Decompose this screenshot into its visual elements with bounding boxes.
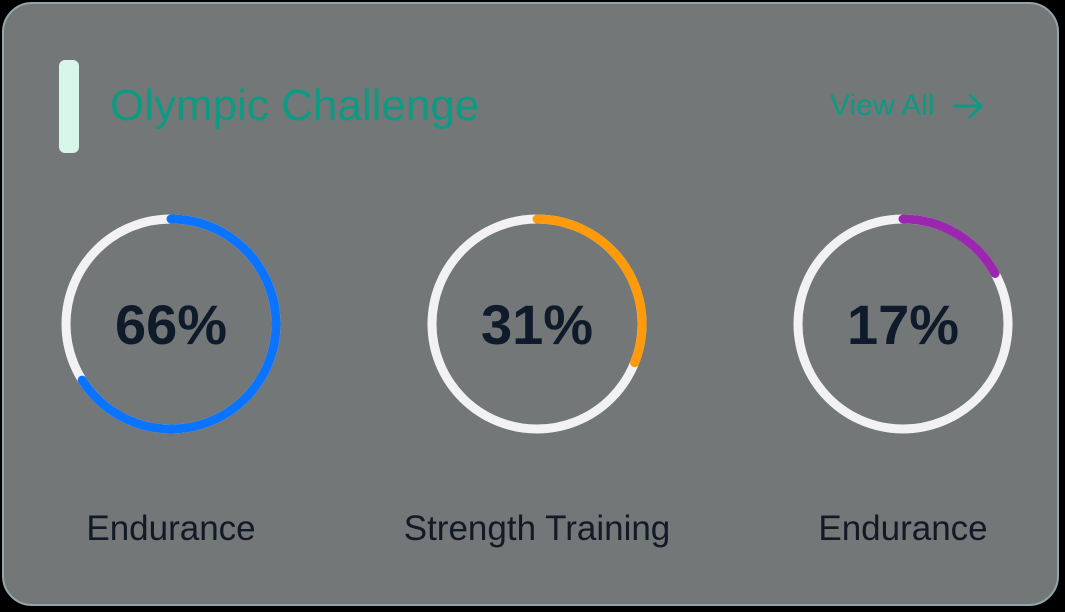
progress-percent: 31% xyxy=(480,292,594,356)
progress-percent: 66% xyxy=(114,292,228,356)
arrow-right-icon xyxy=(953,92,985,120)
progress-label: Endurance xyxy=(86,509,256,548)
olympic-challenge-card: Olympic Challenge View All 66% Endurance… xyxy=(2,2,1059,606)
progress-ring-strength-training: 31% xyxy=(422,209,652,439)
progress-ring-endurance: 66% xyxy=(56,209,286,439)
card-title: Olympic Challenge xyxy=(110,81,480,130)
progress-ring-graphic xyxy=(793,214,1013,434)
view-all-label: View All xyxy=(830,89,935,122)
progress-label: Strength Training xyxy=(403,509,671,548)
progress-label: Endurance xyxy=(818,509,988,548)
progress-percent: 17% xyxy=(846,292,960,356)
progress-ring-graphic xyxy=(61,214,281,434)
progress-ring-endurance-2: 17% xyxy=(788,209,1018,439)
title-accent-bar xyxy=(59,60,79,153)
progress-ring-graphic xyxy=(427,214,647,434)
view-all-link[interactable]: View All xyxy=(830,86,985,126)
